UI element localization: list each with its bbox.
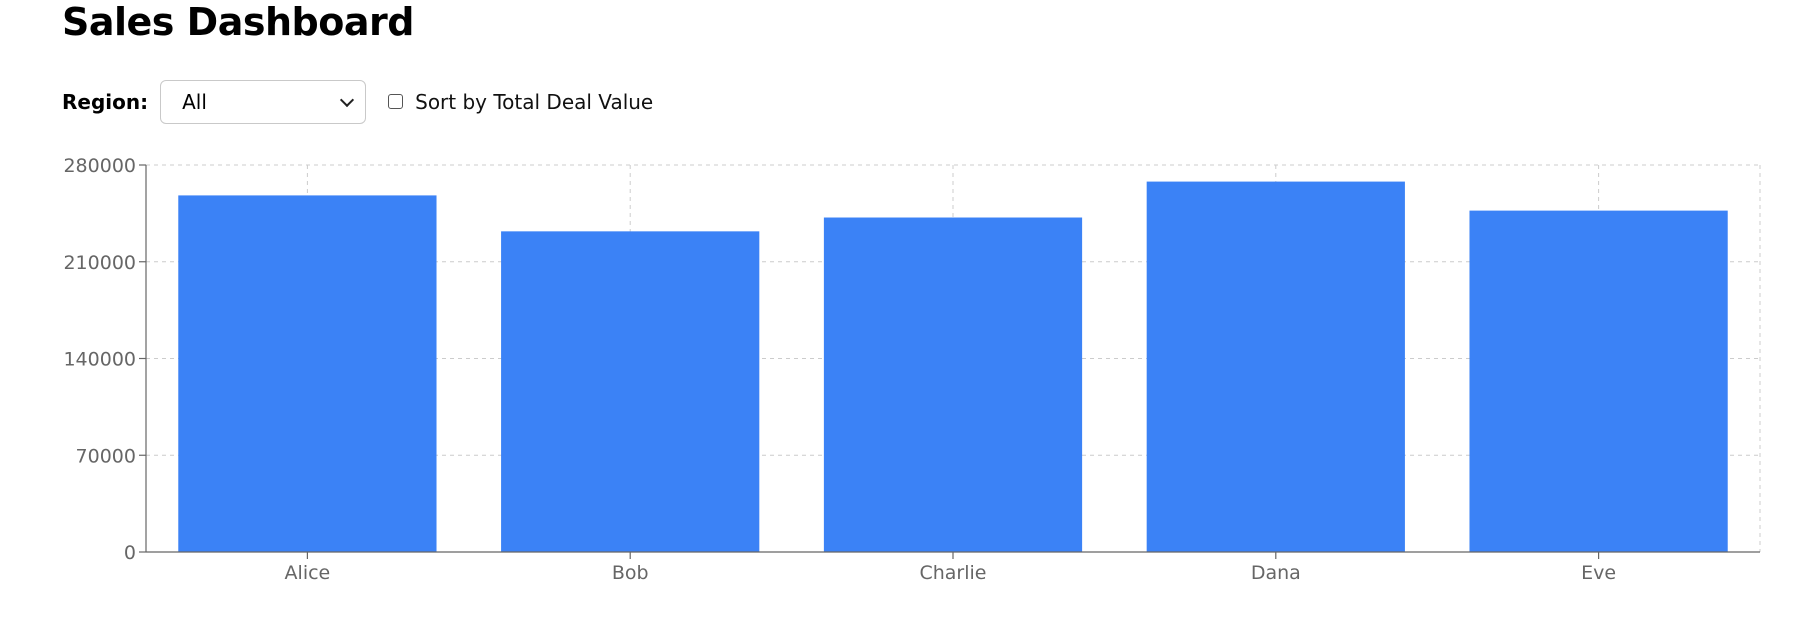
x-tick-label: Bob — [612, 562, 649, 584]
chart-bars — [178, 181, 1728, 553]
bar-alice[interactable] — [178, 195, 437, 552]
sort-checkbox[interactable] — [388, 93, 404, 109]
chart-axes: 0 70000 140000 210000 280000 Alice Bob Charlie D… — [63, 155, 1760, 584]
region-select[interactable]: All — [160, 80, 367, 124]
x-tick-label: Alice — [285, 562, 331, 584]
region-label: Region: — [62, 90, 149, 114]
bar-eve[interactable] — [1469, 210, 1728, 552]
filter-controls: Region: All Sort by Total Deal Value — [62, 80, 653, 124]
x-tick-label: Eve — [1581, 562, 1616, 584]
x-tick-label: Dana — [1251, 562, 1301, 584]
bar-charlie[interactable] — [823, 217, 1083, 552]
bar-dana[interactable] — [1146, 181, 1405, 553]
page-title: Sales Dashboard — [62, 0, 414, 44]
x-tick-label: Charlie — [919, 562, 986, 584]
y-tick-label: 140000 — [63, 349, 136, 371]
region-select-value: All — [182, 90, 207, 114]
sort-label: Sort by Total Deal Value — [415, 90, 654, 114]
y-tick-label: 0 — [124, 542, 136, 564]
bar-bob[interactable] — [501, 231, 760, 553]
sort-toggle[interactable]: Sort by Total Deal Value — [388, 90, 653, 114]
y-tick-label: 70000 — [76, 445, 136, 467]
y-tick-label: 280000 — [63, 155, 136, 177]
y-tick-label: 210000 — [63, 252, 136, 274]
